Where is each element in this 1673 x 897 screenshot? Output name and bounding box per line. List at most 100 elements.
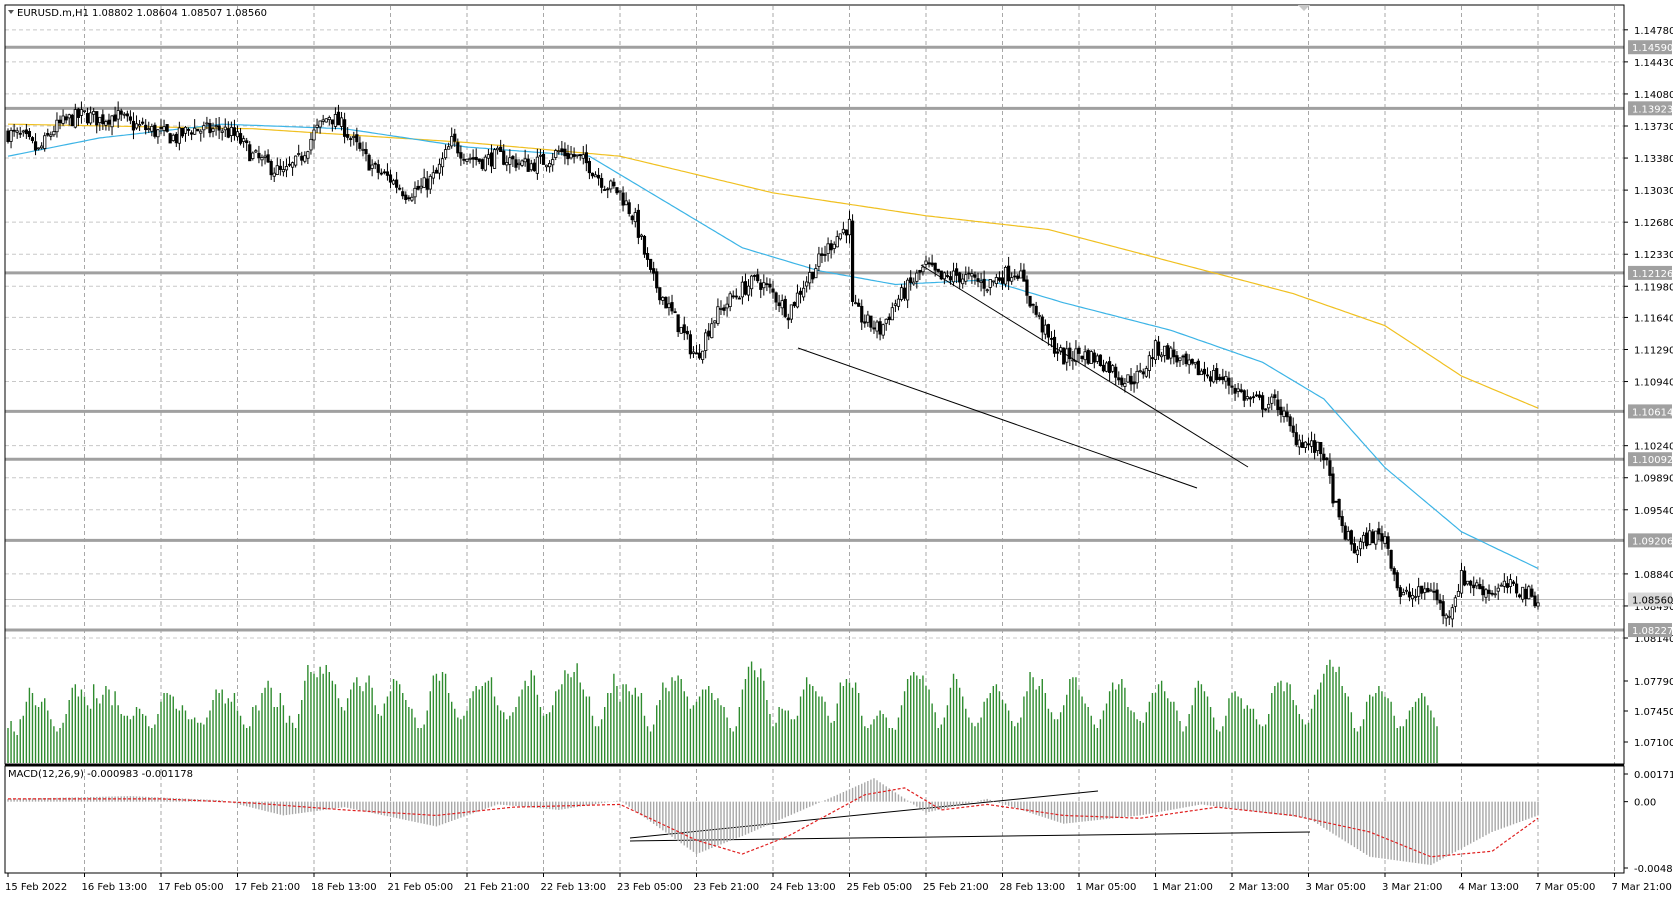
svg-text:1.10614: 1.10614 [1632, 407, 1673, 418]
candle [1453, 595, 1457, 613]
candle [64, 113, 68, 124]
candle [373, 161, 377, 170]
candle [1267, 396, 1271, 413]
candle [982, 270, 986, 297]
price-tick-label: 1.07450 [1634, 707, 1673, 718]
candle [1334, 500, 1338, 503]
candle [333, 107, 338, 130]
moving-average-slow [8, 123, 1539, 409]
candle [645, 247, 650, 267]
candle [416, 180, 420, 191]
candle [382, 169, 386, 175]
price-tick-label: 1.07100 [1634, 738, 1673, 749]
candle [548, 160, 552, 173]
candle [1300, 434, 1304, 448]
ohlc-readout: 1.08802 1.08604 1.08507 1.08560 [92, 8, 267, 19]
price-tick-label: 1.12330 [1634, 250, 1673, 261]
candle [740, 276, 745, 305]
candle [40, 142, 44, 150]
candle [783, 295, 787, 319]
candle [554, 148, 558, 161]
candle [909, 270, 913, 291]
candle [847, 210, 852, 244]
candle [872, 320, 876, 334]
main-panel-border [4, 4, 1625, 765]
candle [312, 124, 316, 149]
candle [731, 290, 735, 299]
candle [866, 310, 870, 327]
candle [183, 125, 188, 142]
chevron-down-icon[interactable] [8, 10, 14, 14]
candle [153, 122, 157, 139]
candle [1450, 604, 1454, 628]
candle [1037, 312, 1041, 320]
candle [615, 187, 619, 195]
candle [49, 131, 53, 141]
candle [287, 156, 292, 168]
price-tick-label: 1.08490 [1634, 602, 1673, 613]
candle [1521, 586, 1525, 603]
candle [1190, 358, 1194, 366]
candle [1306, 437, 1311, 451]
candle [1040, 314, 1044, 341]
candle [61, 109, 65, 126]
price-tick-label: 1.12680 [1634, 218, 1673, 229]
candle [30, 136, 35, 144]
candle [1242, 389, 1246, 408]
candle [994, 273, 998, 288]
candle [1169, 345, 1173, 365]
shift-marker-icon[interactable] [1298, 5, 1310, 11]
candle [1175, 351, 1179, 368]
candle [1389, 549, 1393, 572]
candle [480, 158, 484, 171]
candle [315, 118, 319, 134]
candle [58, 115, 62, 130]
trendline-upper [920, 264, 1249, 468]
candle [413, 181, 417, 205]
candle [309, 132, 313, 155]
candle [1221, 368, 1225, 385]
candle [1193, 361, 1197, 369]
candle [1092, 349, 1096, 369]
price-tick-label: 1.11640 [1634, 313, 1673, 324]
candle [676, 314, 680, 337]
level-tag: 1.09206 [1628, 533, 1673, 548]
candle [189, 130, 194, 141]
candle [242, 135, 246, 148]
candle [67, 113, 71, 126]
candle [884, 318, 888, 331]
svg-text:1.08560: 1.08560 [1632, 596, 1673, 607]
candle [639, 233, 644, 240]
candle [1383, 531, 1387, 548]
candle [970, 269, 974, 284]
candle [1013, 269, 1017, 281]
candle [422, 168, 426, 188]
candle [1496, 583, 1500, 600]
candle [1303, 441, 1308, 453]
candle [1138, 362, 1142, 373]
price-tick-label: 1.13380 [1634, 154, 1673, 165]
macd-tick-label: 0.00 [1634, 798, 1656, 809]
candle [1533, 591, 1537, 609]
candle [792, 301, 797, 308]
candle [1141, 368, 1145, 379]
candle [915, 269, 919, 289]
candle [116, 101, 120, 128]
candle [612, 178, 616, 189]
price-tick-label: 1.08840 [1634, 570, 1673, 581]
candle [685, 326, 689, 340]
time-tick-label: 28 Feb 13:00 [1000, 882, 1066, 893]
candle [1062, 347, 1066, 365]
candle [1160, 351, 1164, 362]
time-tick-label: 23 Feb 21:00 [694, 882, 760, 893]
candle [704, 329, 708, 359]
candle [621, 186, 625, 212]
candle [156, 129, 160, 144]
candle [395, 171, 399, 194]
candle [1239, 383, 1243, 394]
candle [437, 158, 442, 180]
candle [1205, 367, 1210, 379]
time-tick-label: 1 Mar 21:00 [1153, 882, 1213, 893]
candle [46, 128, 50, 137]
